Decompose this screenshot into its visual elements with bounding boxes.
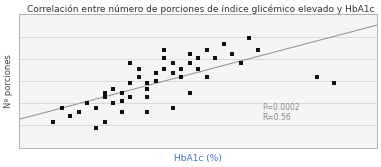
Point <box>101 95 107 98</box>
Point <box>59 107 65 110</box>
Point <box>144 95 150 98</box>
Point <box>212 56 218 59</box>
Point <box>93 107 99 110</box>
Point <box>118 99 125 102</box>
Y-axis label: Nº porciones: Nº porciones <box>4 54 13 108</box>
Point <box>85 101 91 104</box>
Point <box>127 95 133 98</box>
Point <box>161 68 167 71</box>
Point <box>331 82 337 84</box>
Point <box>187 62 193 65</box>
Point <box>101 121 107 123</box>
Point <box>170 107 176 110</box>
Point <box>203 48 210 51</box>
Point <box>127 62 133 65</box>
Point <box>136 68 142 71</box>
Point <box>170 62 176 65</box>
Point <box>178 76 184 78</box>
Point <box>118 111 125 114</box>
Point <box>246 37 252 39</box>
Point <box>76 111 82 114</box>
Point <box>136 76 142 78</box>
Point <box>144 88 150 90</box>
Point <box>144 82 150 84</box>
Point <box>170 72 176 74</box>
Point <box>93 127 99 129</box>
Point <box>314 76 320 78</box>
Point <box>101 91 107 94</box>
Point <box>195 56 201 59</box>
Text: Correlación entre número de porciones de índice glicémico elevado y HbA1c: Correlación entre número de porciones de… <box>27 4 374 14</box>
Point <box>152 72 158 74</box>
Point <box>178 68 184 71</box>
Point <box>229 52 235 55</box>
Point <box>221 42 227 45</box>
Point <box>161 48 167 51</box>
Point <box>50 121 56 123</box>
Point <box>195 68 201 71</box>
Point <box>255 48 261 51</box>
Text: P=0.0002
R=0.56: P=0.0002 R=0.56 <box>262 103 299 122</box>
Point <box>238 62 244 65</box>
Point <box>203 76 210 78</box>
Point <box>118 91 125 94</box>
Point <box>127 82 133 84</box>
Point <box>110 101 116 104</box>
Point <box>161 56 167 59</box>
X-axis label: HbA1c (%): HbA1c (%) <box>174 154 222 163</box>
Point <box>67 115 74 118</box>
Point <box>110 88 116 90</box>
Point <box>187 52 193 55</box>
Point <box>152 80 158 82</box>
Point <box>187 91 193 94</box>
Point <box>144 111 150 114</box>
